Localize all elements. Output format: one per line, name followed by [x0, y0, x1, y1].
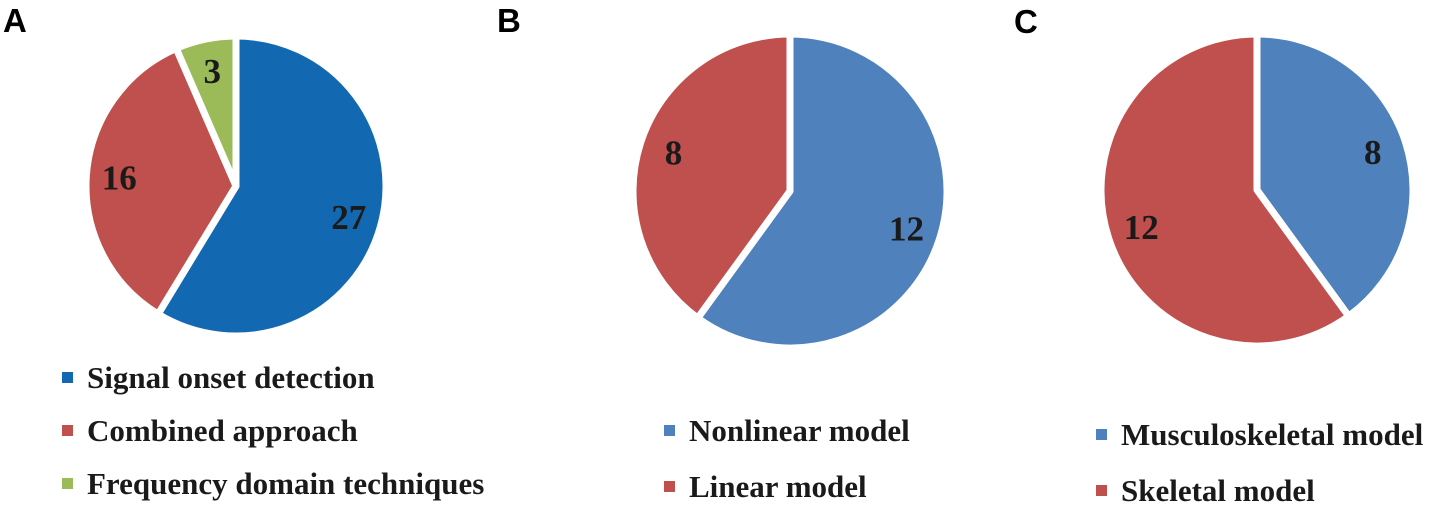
legend-item: Signal onset detection — [62, 362, 484, 393]
legend-label: Nonlinear model — [689, 413, 910, 448]
panel-a: A 27 16 3 Signal onset detection Combined a… — [0, 0, 484, 513]
legend-a: Signal onset detection Combined approach F… — [62, 362, 484, 499]
pie-chart-c: 8 12 — [1097, 30, 1417, 350]
panel-c-letter: C — [1014, 3, 1038, 40]
legend-item: Musculoskeletal model — [1096, 419, 1423, 450]
legend-marker-square — [62, 425, 73, 436]
pie-slice-skeletal-model — [1097, 30, 1353, 350]
legend-item: Frequency domain techniques — [62, 468, 484, 499]
legend-item: Skeletal model — [1096, 475, 1423, 506]
panel-a-letter: A — [3, 2, 27, 39]
legend-item: Combined approach — [62, 415, 484, 446]
legend-c: Musculoskeletal model Skeletal model — [1096, 419, 1423, 506]
slice-value-label: 12 — [889, 209, 924, 248]
legend-label: Combined approach — [87, 413, 358, 448]
legend-marker-square — [1096, 429, 1107, 440]
pie-slice-musculoskeletal-model — [1253, 30, 1417, 320]
slice-value-label: 3 — [203, 52, 221, 91]
pie-slice-combined-approach — [82, 44, 240, 318]
legend-item: Nonlinear model — [664, 415, 910, 446]
slice-value-label: 8 — [1364, 133, 1382, 172]
pie-slice-linear-model — [629, 30, 794, 322]
slice-value-label: 12 — [1124, 208, 1159, 247]
pie-chart-b: 12 8 — [629, 30, 951, 352]
slice-value-label: 16 — [102, 159, 137, 198]
legend-label: Skeletal model — [1121, 473, 1315, 508]
slice-value-label: 27 — [331, 198, 366, 237]
legend-label: Signal onset detection — [87, 360, 375, 395]
pie-chart-a: 27 16 3 — [82, 32, 390, 340]
legend-marker-square — [664, 481, 675, 492]
legend-label: Musculoskeletal model — [1121, 417, 1424, 452]
legend-marker-square — [664, 425, 675, 436]
legend-b: Nonlinear model Linear model — [664, 415, 910, 502]
legend-item: Linear model — [664, 471, 910, 502]
legend-marker-square — [62, 478, 73, 489]
pie-slice-nonlinear-model — [694, 30, 951, 352]
panel-c: C 8 12 Musculoskeletal model Skeletal mode… — [958, 0, 1437, 513]
pie-slice-frequency-domain-techniques — [172, 32, 240, 190]
legend-label: Frequency domain techniques — [87, 466, 485, 501]
legend-label: Linear model — [689, 469, 867, 504]
panel-b-letter: B — [497, 2, 521, 39]
panel-b: B 12 8 Nonlinear model Linear model — [479, 0, 958, 513]
legend-marker-square — [1096, 485, 1107, 496]
legend-marker-square — [62, 372, 73, 383]
pie-slice-signal-onset-detection — [154, 32, 390, 340]
slice-value-label: 8 — [665, 134, 683, 173]
